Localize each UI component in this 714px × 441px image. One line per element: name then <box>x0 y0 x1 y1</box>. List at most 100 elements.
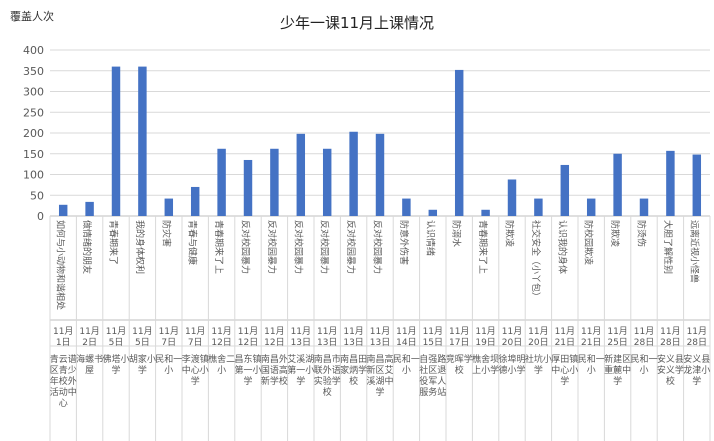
category-topic-label: 防欺凌 <box>609 220 621 247</box>
bar <box>243 159 253 216</box>
category-place-label: 安义县安义学校 <box>657 353 684 387</box>
bar <box>190 186 200 216</box>
bar <box>428 209 438 216</box>
bar <box>58 204 68 216</box>
chart-title: 少年一课11月上课情况 <box>280 14 434 32</box>
category-topic-label: 防烫伤 <box>636 220 648 247</box>
bar <box>85 201 94 216</box>
bar <box>692 154 702 216</box>
category-topic-label: 防灾害 <box>160 220 172 247</box>
bar <box>639 198 649 216</box>
bar <box>270 148 279 216</box>
category-date-label: 11月 28日 <box>634 326 654 348</box>
bar <box>507 179 517 216</box>
category-date-label: 11月 21日 <box>581 326 601 348</box>
y-tick-label: 300 <box>23 86 44 99</box>
category-date-label: 11月 7日 <box>159 326 179 348</box>
category-date-label: 11月 13日 <box>291 326 311 348</box>
category-date-label: 11月 2日 <box>79 326 99 348</box>
category-place-label: 樵舍二小 <box>208 353 235 376</box>
category-place-label: 胡家小学 <box>129 353 156 376</box>
category-topic-label: 防欺凌 <box>504 220 516 247</box>
category-date-label: 11月 12日 <box>264 326 284 348</box>
category-topic-label: 防校园欺凌 <box>583 220 595 265</box>
category-date-label: 11月 7日 <box>185 326 205 348</box>
category-place-label: 徐埠明德小学 <box>498 353 525 376</box>
category-topic-label: 远离近视小怪兽 <box>688 220 700 283</box>
bar <box>402 198 411 216</box>
category-place-label: 南昌市联外语实验学校 <box>314 353 341 398</box>
category-place-label: 民和一小 <box>155 354 182 376</box>
y-tick-label: 100 <box>23 169 44 182</box>
category-topic-label: 认识我的身体 <box>556 220 568 274</box>
category-place-label: 樵舍坝上小学 <box>472 353 499 376</box>
x-axis-labels: 如何与小动物和谐相处 做情绪的朋友 青春期来了 我的身体权利 防灾害 青春与健康 青春期来了… <box>55 220 701 310</box>
bar <box>454 69 464 216</box>
category-date-label: 11月 19日 <box>475 326 495 348</box>
category-place-label: 李渡镇中心小学 <box>182 353 209 387</box>
category-place-label: 青云谱区青少年校外活动中心 <box>50 353 77 409</box>
category-topic-label: 青春与健康 <box>187 220 199 265</box>
category-topic-label: 我的身体权利 <box>134 220 146 274</box>
category-date-label: 11月 13日 <box>370 326 390 348</box>
y-tick-label: 250 <box>23 106 44 119</box>
bar <box>613 153 622 216</box>
bars <box>58 66 702 216</box>
bar <box>296 133 306 216</box>
category-date-label: 11月 28日 <box>660 326 680 348</box>
category-date-label: 11月 5日 <box>132 326 152 348</box>
category-topic-label: 认识情绪 <box>424 220 436 256</box>
category-topic-label: 反对校园暴力 <box>372 220 384 274</box>
bar <box>164 198 174 216</box>
bar <box>666 150 675 216</box>
category-place-label: 厚田镇中心小学 <box>551 353 578 387</box>
category-date-label: 11月 12日 <box>238 326 258 348</box>
category-topic-label: 反对校园暴力 <box>292 220 304 274</box>
category-date-label: 11月 13日 <box>317 326 337 348</box>
category-topic-label: 防意外伤害 <box>398 220 410 265</box>
category-topic-label: 青春期来了上 <box>213 220 225 274</box>
category-topic-label: 反对校园暴力 <box>319 220 331 274</box>
category-place-label: 自强路社区退役军人服务站 <box>419 353 446 398</box>
y-axis-ticks: 0 50 100 150 200 250 300 350 400 <box>23 44 44 223</box>
category-place-label: 民和一小 <box>630 354 657 376</box>
bar <box>349 131 358 216</box>
category-place-label: 安义县龙津小学 <box>683 353 710 387</box>
category-topic-label: 反对校园暴力 <box>266 220 278 274</box>
category-date-label: 11月 28日 <box>687 326 707 348</box>
category-topic-label: 大胆了解性别 <box>662 220 674 274</box>
bar <box>586 198 596 216</box>
category-place-label: 海螺书屋 <box>76 353 103 376</box>
bar <box>560 164 570 216</box>
category-place-label: 佛塔小学 <box>102 353 129 376</box>
category-place-label: 南昌田家炳学校 <box>340 353 367 387</box>
y-tick-label: 150 <box>23 148 44 161</box>
category-place-label: 民和一小 <box>393 354 420 376</box>
category-date-label: 11月 25日 <box>607 326 627 348</box>
category-place-label: 新建区重麓中学 <box>604 353 631 387</box>
category-topic-label: 防溺水 <box>451 220 463 247</box>
category-topic-label: 反对校园暴力 <box>345 220 357 274</box>
y-tick-label: 50 <box>30 189 44 202</box>
bar <box>481 209 490 216</box>
category-date-label: 11月 20日 <box>528 326 548 348</box>
category-date-label: 11月 17日 <box>449 326 469 348</box>
category-date-label: 11月 14日 <box>396 326 416 348</box>
y-axis-title: 覆盖人次 <box>10 9 54 23</box>
y-tick-label: 350 <box>23 65 44 78</box>
category-date-label: 11月 20日 <box>502 326 522 348</box>
category-topic-label: 如何与小动物和谐相处 <box>55 220 67 310</box>
gridlines <box>50 49 710 217</box>
bar <box>138 66 147 216</box>
bar <box>217 148 226 216</box>
category-place-label: 昌东镇第一小学 <box>234 353 261 387</box>
y-tick-label: 0 <box>37 210 44 223</box>
category-place-label: 南昌外国语高新学校 <box>261 353 288 387</box>
category-topic-label: 社交安全（小丫包） <box>530 220 542 301</box>
category-topic-label: 反对校园暴力 <box>240 220 252 274</box>
category-date-label: 11月 21日 <box>555 326 575 348</box>
category-place-label: 民和一小 <box>578 354 605 376</box>
category-place-label: 南昌高新区艾溪湖中学 <box>366 353 393 398</box>
